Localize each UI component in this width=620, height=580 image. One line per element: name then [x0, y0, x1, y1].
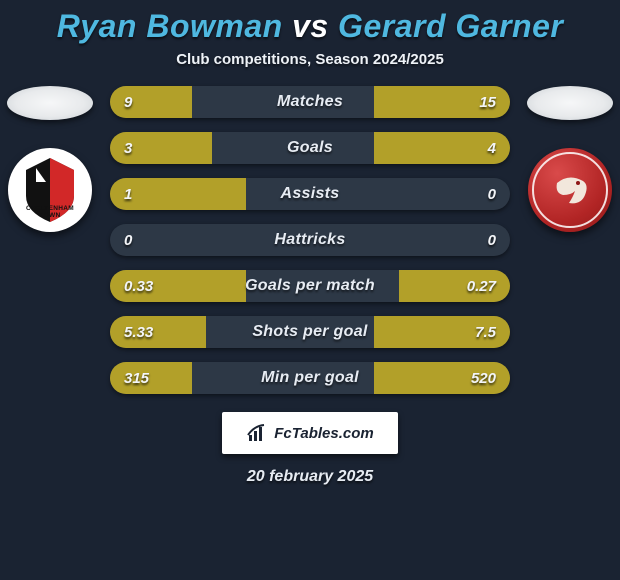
stat-fill-right: [374, 132, 510, 164]
vs-label: vs: [292, 8, 329, 44]
brand-box: FcTables.com: [222, 412, 398, 454]
comparison-body: CHELTENHAMTOWN 915Matches 34Goals 10Assist…: [0, 86, 620, 394]
subtitle: Club competitions, Season 2024/2025: [176, 51, 444, 68]
stats-column: 915Matches34Goals10Assists00Hattricks0.3…: [110, 86, 510, 394]
player2-side: [520, 86, 620, 232]
stat-label: Hattricks: [110, 224, 510, 256]
stat-row: 34Goals: [110, 132, 510, 164]
team1-badge-text: CHELTENHAMTOWN: [8, 205, 92, 219]
brand-chart-icon: [246, 421, 270, 445]
stat-row: 0.330.27Goals per match: [110, 270, 510, 302]
stat-row: 915Matches: [110, 86, 510, 118]
player1-photo: [7, 86, 93, 120]
cheltenham-crest-icon: [8, 148, 92, 232]
comparison-card: Ryan Bowman vs Gerard Garner Club compet…: [0, 0, 620, 580]
team1-badge: CHELTENHAMTOWN: [8, 148, 92, 232]
stat-fill-left: [110, 132, 212, 164]
date-text: 20 february 2025: [247, 468, 373, 486]
stat-fill-left: [110, 362, 192, 394]
stat-fill-right: [399, 270, 510, 302]
stat-row: 5.337.5Shots per goal: [110, 316, 510, 348]
stat-value-left: 0: [124, 224, 132, 256]
stat-fill-left: [110, 316, 206, 348]
stat-value-right: 0: [488, 178, 496, 210]
player2-photo: [527, 86, 613, 120]
stat-fill-left: [110, 178, 246, 210]
player2-name: Gerard Garner: [338, 8, 563, 44]
stat-fill-left: [110, 270, 246, 302]
stat-fill-right: [374, 316, 510, 348]
brand-text: FcTables.com: [274, 425, 373, 442]
stat-row: 315520Min per goal: [110, 362, 510, 394]
stat-row: 10Assists: [110, 178, 510, 210]
player1-side: CHELTENHAMTOWN: [0, 86, 100, 232]
morecambe-shrimp-icon: [545, 165, 595, 215]
stat-fill-right: [374, 362, 510, 394]
page-title: Ryan Bowman vs Gerard Garner: [57, 8, 564, 45]
stat-value-right: 0: [488, 224, 496, 256]
stat-fill-left: [110, 86, 192, 118]
stat-fill-right: [374, 86, 510, 118]
team2-badge: [528, 148, 612, 232]
player1-name: Ryan Bowman: [57, 8, 283, 44]
stat-row: 0 0Hattricks: [110, 224, 510, 256]
